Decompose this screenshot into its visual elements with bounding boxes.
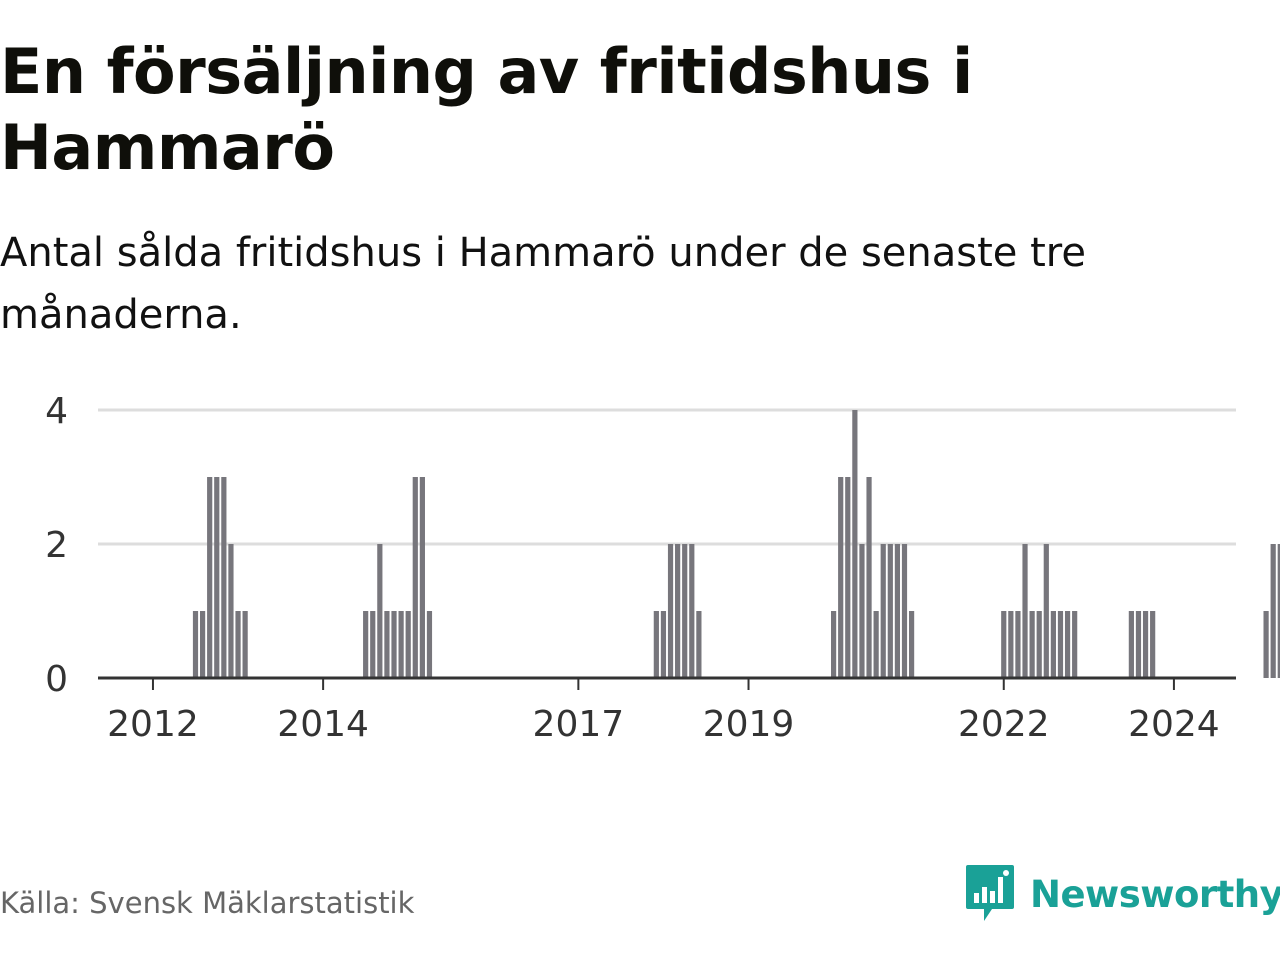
bar	[660, 611, 667, 678]
bar	[1135, 611, 1142, 678]
bar	[1128, 611, 1134, 678]
bar	[377, 544, 383, 678]
bars	[192, 410, 1280, 678]
bar	[214, 477, 220, 678]
newsworthy-logo-icon	[966, 865, 1014, 921]
bar	[689, 544, 695, 678]
brand-name: Newsworthy	[1030, 872, 1280, 916]
bar	[1150, 611, 1156, 678]
bar	[1036, 611, 1042, 678]
bar	[426, 611, 433, 678]
bar	[1001, 611, 1007, 678]
x-tick-label: 2022	[958, 704, 1050, 745]
bar	[391, 611, 397, 678]
x-tick-label: 2012	[107, 704, 199, 745]
x-axis-ticks	[151, 678, 1175, 690]
bar	[384, 611, 390, 678]
bar	[845, 477, 851, 678]
bar	[1043, 544, 1049, 678]
bar	[1008, 611, 1014, 678]
bar	[901, 544, 908, 678]
bar	[207, 477, 213, 678]
x-tick-label: 2019	[703, 704, 795, 745]
y-tick-label: 0	[45, 659, 68, 700]
bar	[1015, 611, 1021, 678]
chart-subtitle: Antal sålda fritidshus i Hammarö under d…	[0, 230, 1086, 338]
y-tick-label: 4	[45, 391, 68, 432]
bar	[419, 477, 425, 678]
axis-labels: 0242012201420172019202220241	[45, 391, 1220, 745]
x-tick-label: 2024	[1128, 704, 1220, 745]
bar	[653, 611, 659, 678]
bar	[1050, 611, 1056, 678]
bar	[192, 611, 199, 678]
chart-title: En försäljning av fritidshus i Hammarö	[0, 35, 973, 184]
bar	[228, 544, 234, 678]
bar	[908, 611, 915, 678]
bar	[199, 611, 206, 678]
bar	[235, 611, 241, 678]
bar	[667, 544, 674, 678]
bar	[866, 477, 872, 678]
bar	[696, 611, 702, 678]
bar	[1029, 611, 1035, 678]
bar	[675, 544, 681, 678]
bar	[887, 544, 893, 678]
y-tick-label: 2	[45, 525, 68, 566]
bar	[894, 544, 901, 678]
bar	[1270, 544, 1276, 678]
source-note: Källa: Svensk Mäklarstatistik	[0, 886, 415, 920]
bar	[398, 611, 404, 678]
x-tick-label: 2014	[277, 704, 369, 745]
bar	[1057, 611, 1064, 678]
bar	[873, 611, 879, 678]
bar	[859, 544, 865, 678]
newsworthy-brand: Newsworthy	[964, 862, 1280, 926]
bar	[1263, 611, 1269, 678]
bar	[831, 611, 837, 678]
bar	[838, 477, 844, 678]
bar	[880, 544, 886, 678]
bar	[1277, 544, 1280, 678]
bar	[1142, 611, 1149, 678]
bar	[1072, 611, 1078, 678]
bar	[1064, 611, 1071, 678]
bar	[405, 611, 411, 678]
bar	[221, 477, 227, 678]
bar	[363, 611, 369, 678]
x-tick-label: 2017	[533, 704, 625, 745]
bar-chart: 0242012201420172019202220241	[45, 391, 1280, 745]
bar	[412, 477, 418, 678]
bar	[1022, 544, 1028, 678]
bar	[370, 611, 376, 678]
bar	[852, 410, 858, 678]
gridlines	[98, 408, 1236, 546]
bar	[682, 544, 688, 678]
bar	[242, 611, 248, 678]
